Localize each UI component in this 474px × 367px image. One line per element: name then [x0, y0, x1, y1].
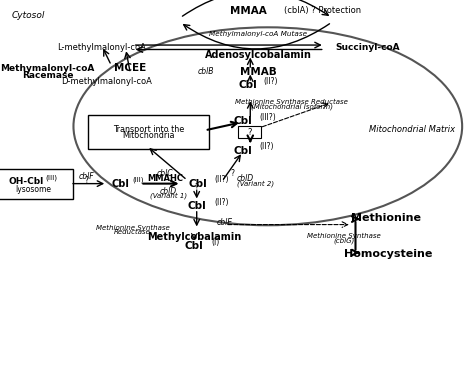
Text: Cbl: Cbl	[185, 241, 204, 251]
Text: (cblG): (cblG)	[333, 238, 354, 244]
Text: ?: ?	[230, 169, 234, 178]
Text: (II?): (II?)	[260, 142, 274, 151]
Text: (II?): (II?)	[214, 198, 229, 207]
Text: (III?): (III?)	[260, 113, 276, 121]
Text: MCEE: MCEE	[114, 63, 146, 73]
Text: Racemase: Racemase	[22, 70, 73, 80]
Text: (Variant 2): (Variant 2)	[237, 180, 274, 186]
Text: Transport into the: Transport into the	[113, 124, 184, 134]
Text: Mitochondrial Matrix: Mitochondrial Matrix	[369, 125, 456, 134]
Text: Methionine Synthase Reductase: Methionine Synthase Reductase	[235, 99, 348, 105]
Text: ?: ?	[85, 177, 89, 185]
Text: (I): (I)	[211, 238, 219, 247]
Text: lysosome: lysosome	[15, 185, 51, 194]
Text: cblF: cblF	[79, 172, 94, 181]
Text: Methionine Synthase: Methionine Synthase	[307, 233, 381, 239]
Text: MMAB: MMAB	[240, 67, 277, 77]
Text: L-methylmalonyl-coA: L-methylmalonyl-coA	[57, 43, 146, 52]
Text: (III): (III)	[133, 177, 144, 183]
Text: D-methylmalonyl-coA: D-methylmalonyl-coA	[61, 77, 152, 86]
Text: Cbl: Cbl	[112, 179, 130, 189]
Text: Methymalonyl-coA: Methymalonyl-coA	[0, 64, 95, 73]
Text: Homocysteine: Homocysteine	[345, 249, 433, 259]
Text: Cytosol: Cytosol	[12, 11, 45, 20]
Text: (Variant 1): (Variant 1)	[150, 192, 187, 199]
Text: ?: ?	[247, 128, 252, 137]
FancyBboxPatch shape	[0, 168, 73, 199]
Text: cblE: cblE	[217, 218, 233, 227]
Text: Cbl: Cbl	[189, 179, 208, 189]
Text: (II?): (II?)	[215, 175, 229, 184]
Text: (II?): (II?)	[263, 77, 278, 86]
Text: (cblA) ? Protection: (cblA) ? Protection	[284, 6, 362, 15]
Text: MMAHC: MMAHC	[147, 174, 183, 183]
Text: Reductase: Reductase	[114, 229, 151, 235]
Text: Methionine Synthase: Methionine Synthase	[96, 225, 170, 231]
Text: cblB: cblB	[198, 67, 214, 76]
Text: MMAA: MMAA	[230, 6, 267, 16]
Text: Cbl: Cbl	[187, 201, 206, 211]
Text: (Mitochondrial Isoform): (Mitochondrial Isoform)	[251, 103, 332, 110]
Text: Cbl: Cbl	[233, 116, 252, 126]
FancyBboxPatch shape	[88, 115, 209, 149]
Text: Succinyl-coA: Succinyl-coA	[335, 43, 400, 52]
Text: Cbl: Cbl	[238, 80, 257, 90]
Text: Methionine: Methionine	[351, 214, 421, 224]
Text: Adenosylcobalamin: Adenosylcobalamin	[205, 50, 312, 60]
Text: Cbl: Cbl	[233, 146, 252, 156]
Text: Methylmalonyl-coA Mutase: Methylmalonyl-coA Mutase	[209, 31, 308, 37]
Text: (III): (III)	[45, 175, 57, 181]
Text: Methylcobalamin: Methylcobalamin	[147, 232, 241, 241]
Text: ?: ?	[195, 183, 199, 192]
Text: cblC: cblC	[156, 168, 173, 178]
Text: cblD: cblD	[237, 174, 254, 183]
FancyBboxPatch shape	[238, 126, 261, 138]
Text: Mitochondria: Mitochondria	[122, 131, 174, 140]
Text: MedLink Neurology  •  www.medlink.com: MedLink Neurology • www.medlink.com	[130, 349, 344, 359]
Text: OH-Cbl: OH-Cbl	[9, 177, 44, 186]
Text: cblD: cblD	[160, 187, 177, 196]
